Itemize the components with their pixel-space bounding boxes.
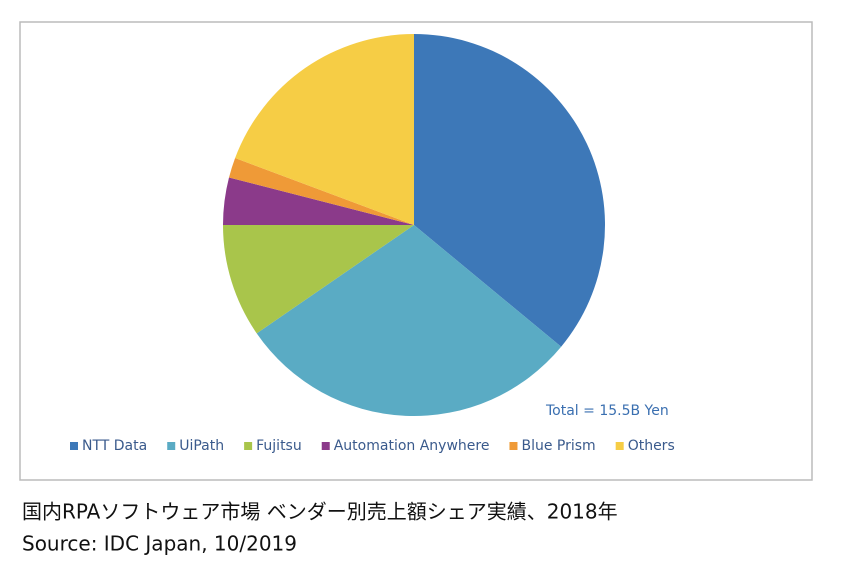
- legend-swatch: [509, 442, 518, 450]
- legend-label: NTT Data: [82, 438, 147, 454]
- pie-slice: [229, 158, 414, 225]
- pie-slice: [235, 34, 414, 225]
- legend-swatch: [167, 442, 176, 450]
- legend-label: Blue Prism: [521, 438, 595, 454]
- legend-label: Fujitsu: [256, 438, 302, 454]
- pie-slice: [223, 177, 414, 225]
- caption-source: Source: IDC Japan, 10/2019: [22, 532, 297, 556]
- legend-label: Others: [628, 438, 675, 454]
- annotation: Total = 15.5B Yen: [545, 403, 669, 419]
- caption-title: 国内RPAソフトウェア市場 ベンダー別売上額シェア実績、2018年: [22, 500, 618, 524]
- legend-swatch: [615, 442, 624, 450]
- legend-swatch: [321, 442, 330, 450]
- pie-slice: [256, 225, 562, 417]
- legend-label: Automation Anywhere: [334, 438, 490, 454]
- pie-slice: [223, 225, 414, 334]
- legend-swatch: [244, 442, 253, 450]
- pie-slice: [414, 34, 605, 347]
- legend-label: UiPath: [179, 438, 224, 454]
- legend-swatch: [70, 442, 78, 450]
